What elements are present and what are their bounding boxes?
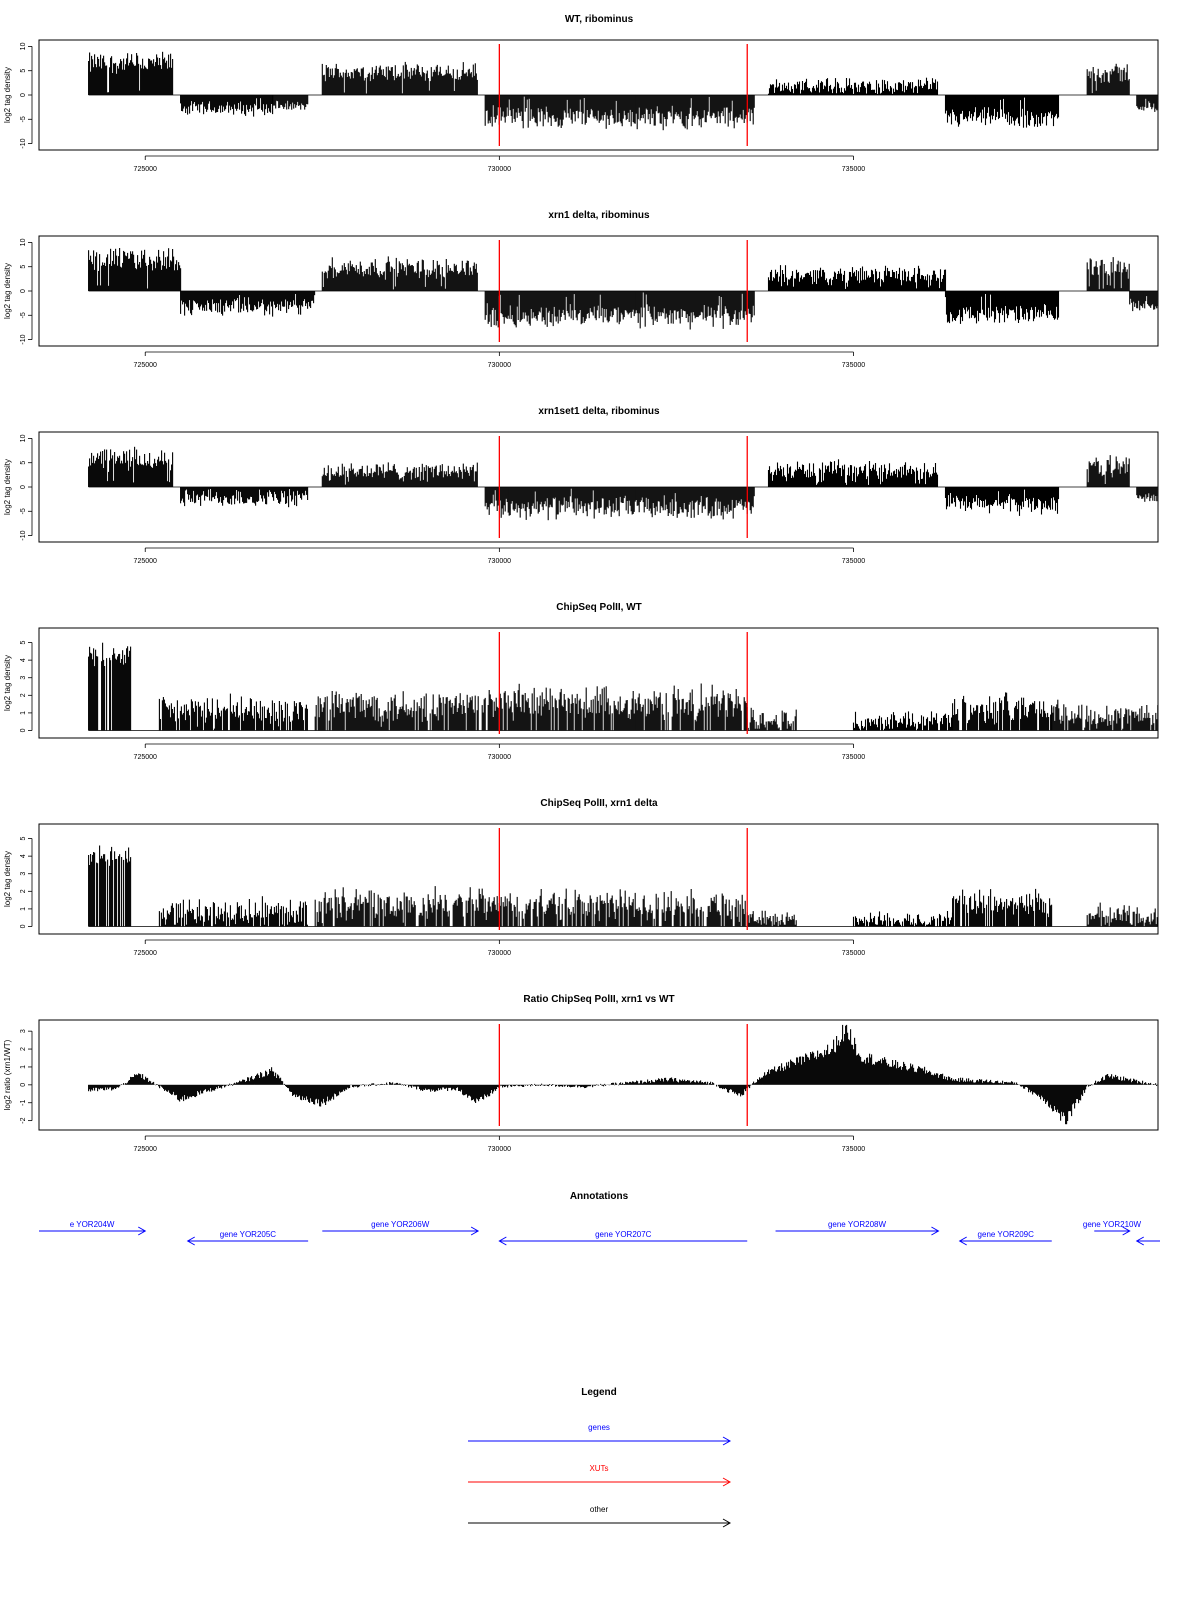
y-tick-label: -5 [20,508,27,514]
x-tick-label: 725000 [134,950,157,957]
y-tick-label: -5 [20,116,27,122]
y-tick-label: 4 [20,854,27,858]
chart-panel: xrn1 delta, ribominus log2 tag density -10… [3,210,1159,369]
y-tick-label: 10 [20,434,27,442]
y-tick-label: -10 [20,138,27,148]
y-axis-label: log2 tag density [3,655,12,711]
panel-title: xrn1set1 delta, ribominus [538,406,660,417]
panel-title: ChipSeq PolII, xrn1 delta [540,798,658,809]
y-tick-label: -10 [20,334,27,344]
x-tick-label: 735000 [842,754,865,761]
panel-title: ChipSeq PolII, WT [556,602,642,613]
x-tick-label: 735000 [842,950,865,957]
y-tick-label: 2 [20,693,27,697]
plot-frame [38,235,1159,347]
y-axis-label: log2 tag density [3,459,12,515]
y-axis-label: log2 tag density [3,263,12,319]
data-marks [88,642,1159,731]
y-tick-label: 3 [20,872,27,876]
plot-frame [38,627,1159,739]
data-marks [88,446,1159,521]
panel-title: Ratio ChipSeq PolII, xrn1 vs WT [523,994,674,1005]
y-tick-label: 2 [20,889,27,893]
y-tick-label: 5 [20,641,27,645]
x-tick-label: 725000 [134,558,157,565]
x-tick-label: 735000 [842,362,865,369]
x-tick-label: 735000 [842,558,865,565]
y-tick-label: 4 [20,658,27,662]
y-tick-label: 10 [20,238,27,246]
y-axis-label: log2 ratio (xrn1/WT) [3,1039,12,1110]
plot-frame [38,39,1159,151]
x-tick-label: 725000 [134,362,157,369]
y-tick-label: 0 [20,93,27,97]
y-tick-label: 5 [20,461,27,465]
panel-title: WT, ribominus [565,14,634,25]
data-marks [88,1024,1159,1125]
y-tick-label: 0 [20,924,27,928]
y-tick-label: 5 [20,265,27,269]
y-tick-label: 1 [20,711,27,715]
plot-frame [38,431,1159,543]
y-tick-label: 1 [20,907,27,911]
chart-panel: WT, ribominus log2 tag density -10 -5 0 5 10 72… [3,14,1159,173]
y-tick-label: 3 [20,676,27,680]
x-tick-label: 725000 [134,754,157,761]
panel-title: xrn1 delta, ribominus [548,210,650,221]
plot-frame [38,823,1159,935]
y-tick-label: -5 [20,312,27,318]
y-tick-label: 10 [20,42,27,50]
x-tick-label: 730000 [488,950,511,957]
chart-panel: Ratio ChipSeq PolII, xrn1 vs WT log2 rati… [3,994,1159,1153]
y-tick-label: -10 [20,530,27,540]
x-tick-label: 730000 [488,558,511,565]
chart-panel: xrn1set1 delta, ribominus log2 tag densit… [3,406,1159,565]
y-tick-label: 0 [20,289,27,293]
chart-panel: ChipSeq PolII, WT log2 tag density 0 1 2 3 4 5 7… [3,602,1159,761]
y-tick-label: 0 [20,485,27,489]
x-tick-label: 730000 [488,166,511,173]
x-tick-label: 730000 [488,362,511,369]
y-axis-label: log2 tag density [3,67,12,123]
x-tick-label: 725000 [134,166,157,173]
data-marks [88,845,1158,927]
data-marks [88,248,1159,330]
data-marks [88,51,1159,131]
y-tick-label: 0 [20,728,27,732]
y-tick-label: 5 [20,69,27,73]
y-tick-label: 5 [20,837,27,841]
x-tick-label: 730000 [488,754,511,761]
y-axis-label: log2 tag density [3,851,12,907]
chart-panel: ChipSeq PolII, xrn1 delta log2 tag densit… [3,798,1159,957]
x-tick-label: 735000 [842,166,865,173]
